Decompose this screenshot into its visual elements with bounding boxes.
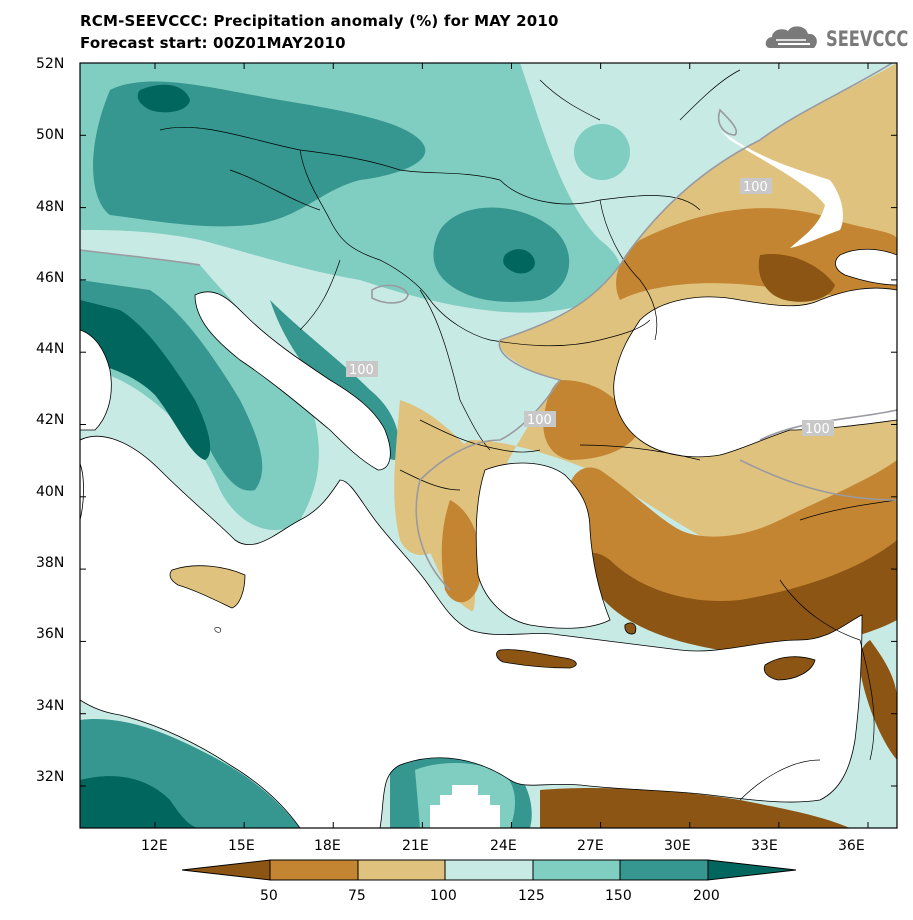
lon-label: 15E: [228, 838, 255, 854]
sea-areas: [80, 248, 897, 828]
lat-label: 52N: [36, 56, 64, 72]
region-gt200-libya: [80, 776, 200, 828]
lon-label: 36E: [838, 838, 865, 854]
forecast-start: Forecast start: 00Z01MAY2010: [80, 34, 346, 52]
colorbar-label: 100: [430, 888, 457, 904]
central-mediterranean: [80, 435, 863, 828]
region-150-200-germany: [137, 84, 190, 113]
colorbar-segment-75-100: [357, 859, 446, 881]
sicily: [169, 565, 246, 609]
region-150-200-north: [93, 81, 426, 227]
lon-label: 33E: [751, 838, 778, 854]
cloud-logo-icon: [765, 26, 817, 48]
rhodes: [624, 622, 637, 635]
anomaly-field: [80, 63, 897, 828]
lat-label: 44N: [36, 341, 64, 357]
region-lt50-levant: [859, 640, 897, 760]
crete: [496, 649, 577, 669]
region-50-75-bulgaria: [543, 380, 640, 460]
plot-frame: [79, 62, 898, 829]
map-title: RCM-SEEVCCC: Precipitation anomaly (%) f…: [80, 12, 559, 30]
lat-label: 48N: [36, 199, 64, 215]
ligurian-sea: [80, 329, 112, 431]
sardinia: [80, 463, 84, 521]
lat-label: 34N: [36, 698, 64, 714]
sea-of-azov: [835, 248, 897, 286]
contour-label: 100: [743, 180, 768, 195]
colorbar-segment-gt200: [707, 859, 797, 881]
region-gt200-italy: [80, 300, 211, 460]
lat-label: 46N: [36, 270, 64, 286]
lon-label: 18E: [314, 838, 341, 854]
gulf-of-sidra: [430, 785, 500, 828]
colorbar-segment-50-75: [269, 859, 359, 881]
region-125-150-ukraine: [574, 124, 630, 180]
colorbar: [181, 859, 797, 881]
lat-label: 32N: [36, 769, 64, 785]
colorbar-segment-lt50: [181, 859, 271, 881]
adriatic-sea: [194, 291, 391, 471]
latitude-labels: 52N 50N 48N 46N 44N 42N 40N 38N 36N 34N …: [36, 56, 64, 785]
lat-label: 50N: [36, 127, 64, 143]
region-lt50-egypt: [540, 788, 850, 828]
colorbar-label: 125: [518, 888, 545, 904]
lon-label: 24E: [490, 838, 517, 854]
colorbar-segment-100-125: [444, 859, 534, 881]
contour-label: 100: [527, 413, 552, 428]
lat-label: 36N: [36, 626, 64, 642]
colorbar-labels: 50 75 100 125 150 200: [260, 888, 720, 904]
colorbar-label: 200: [693, 888, 720, 904]
region-lt50-turkey: [586, 540, 897, 651]
colorbar-segment-150-200: [619, 859, 709, 881]
lon-label: 27E: [577, 838, 604, 854]
lat-label: 42N: [36, 412, 64, 428]
contour-label: 100: [805, 422, 830, 437]
colorbar-segment-125-150: [532, 859, 621, 881]
lon-label: 21E: [402, 838, 429, 854]
region-50-75-greece: [441, 500, 481, 603]
colorbar-label: 75: [348, 888, 366, 904]
region-150-200-hungary: [433, 207, 570, 302]
lat-label: 38N: [36, 555, 64, 571]
logo-text: SEEVCCC: [826, 27, 909, 51]
aegean-sea: [475, 462, 611, 629]
malta: [214, 627, 221, 633]
contour-labels: 100 100 100 100: [346, 178, 834, 437]
longitude-labels: 12E 15E 18E 21E 24E 27E 30E 33E 36E: [141, 838, 865, 854]
missing-data-strip: [720, 130, 843, 248]
region-lt50-crimea: [758, 254, 835, 302]
axis-ticks: [80, 62, 897, 828]
lon-label: 12E: [141, 838, 168, 854]
colorbar-label: 150: [605, 888, 632, 904]
lon-label: 30E: [664, 838, 691, 854]
cyprus: [763, 656, 816, 681]
region-gt200-hungary: [503, 249, 535, 274]
lat-label: 40N: [36, 484, 64, 500]
contour-label: 100: [349, 363, 374, 378]
colorbar-label: 50: [260, 888, 278, 904]
